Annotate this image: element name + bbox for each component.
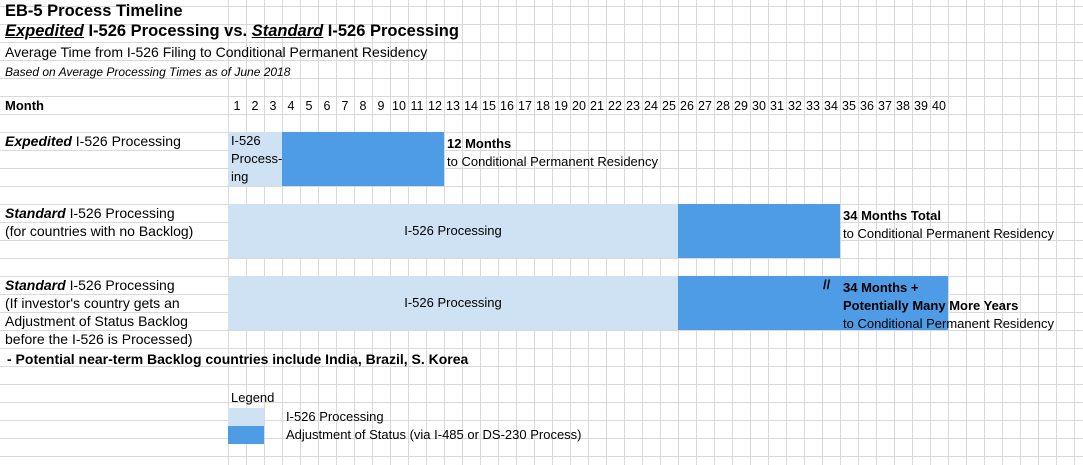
month-tick: 27 bbox=[698, 99, 712, 113]
bar-i526-processing: I-526 Processing bbox=[228, 276, 678, 330]
month-tick: 9 bbox=[377, 99, 385, 113]
backlog-note: - Potential near-term Backlog countries … bbox=[7, 351, 469, 367]
month-tick: 20 bbox=[572, 99, 586, 113]
subtitle-expedited: Expedited bbox=[5, 22, 84, 40]
month-tick: 2 bbox=[251, 99, 259, 113]
month-tick: 36 bbox=[860, 99, 874, 113]
month-tick: 31 bbox=[770, 99, 784, 113]
month-tick: 12 bbox=[428, 99, 442, 113]
bar-adjustment-of-status bbox=[678, 276, 948, 330]
legend-label: Adjustment of Status (via I-485 or DS-23… bbox=[286, 427, 582, 442]
month-tick: 29 bbox=[734, 99, 748, 113]
month-tick: 34 bbox=[824, 99, 838, 113]
month-tick: 8 bbox=[359, 99, 367, 113]
result-text: 34 Months + Potentially Many More Years to… bbox=[843, 279, 1054, 333]
month-tick: 5 bbox=[305, 99, 313, 113]
month-tick: 4 bbox=[287, 99, 295, 113]
row-label-emphasis: Expedited bbox=[5, 133, 72, 149]
month-tick: 15 bbox=[482, 99, 496, 113]
month-tick: 40 bbox=[932, 99, 946, 113]
chart-basis: Based on Average Processing Times as of … bbox=[5, 65, 291, 79]
result-text: 34 Months Total to Conditional Permanent … bbox=[843, 207, 1054, 243]
row-label: Standard I-526 Processing (If investor's … bbox=[5, 276, 193, 348]
row-label-rest: I-526 Processing bbox=[65, 205, 175, 221]
chart-description: Average Time from I-526 Filing to Condit… bbox=[5, 44, 428, 60]
month-tick: 32 bbox=[788, 99, 802, 113]
bar-label: I-526 Processing bbox=[404, 295, 502, 310]
month-tick: 26 bbox=[680, 99, 694, 113]
month-tick: 30 bbox=[752, 99, 766, 113]
month-tick: 19 bbox=[554, 99, 568, 113]
month-tick: 1 bbox=[233, 99, 241, 113]
legend-label: I-526 Processing bbox=[286, 409, 384, 424]
bar-i526-processing: I-526 Processing bbox=[228, 204, 678, 258]
subtitle-end: I-526 Processing bbox=[323, 22, 459, 40]
bar-adjustment-of-status bbox=[678, 204, 840, 258]
result-bold-line: 12 Months bbox=[447, 136, 512, 151]
bar-label-line: ing bbox=[231, 169, 249, 184]
month-tick: 22 bbox=[608, 99, 622, 113]
result-bold-line: 34 Months + bbox=[843, 280, 919, 295]
row-label-title: Standard I-526 Processing bbox=[5, 204, 193, 222]
label-column-gridlines bbox=[0, 0, 228, 465]
row-label: Expedited I-526 Processing bbox=[5, 132, 181, 150]
subtitle-standard: Standard bbox=[251, 22, 324, 40]
result-line: to Conditional Permanent Residency bbox=[843, 316, 1055, 331]
month-tick: 11 bbox=[410, 99, 424, 113]
bar-label: I-526 Processing bbox=[404, 223, 502, 238]
month-tick: 28 bbox=[716, 99, 730, 113]
result-line: to Conditional Permanent Residency bbox=[447, 154, 659, 169]
bar-label-line: Process- bbox=[231, 151, 283, 166]
row-label-line: (If investor's country gets an bbox=[5, 295, 180, 311]
row-label-title: Standard I-526 Processing bbox=[5, 276, 193, 294]
row-label: Standard I-526 Processing (for countries … bbox=[5, 204, 193, 240]
bar-i526-processing: I-526 Process-ing bbox=[228, 132, 282, 186]
row-label-rest: I-526 Processing bbox=[71, 133, 181, 149]
month-tick: 17 bbox=[518, 99, 532, 113]
bar-adjustment-of-status bbox=[282, 132, 444, 186]
month-tick: 37 bbox=[878, 99, 892, 113]
month-tick: 6 bbox=[323, 99, 331, 113]
month-tick: 14 bbox=[464, 99, 478, 113]
chart-title: EB-5 Process Timeline bbox=[5, 2, 183, 20]
month-tick: 13 bbox=[446, 99, 460, 113]
result-bold-line: 34 Months Total bbox=[843, 208, 941, 223]
month-axis-label: Month bbox=[5, 98, 44, 113]
result-line: to Conditional Permanent Residency bbox=[843, 226, 1055, 241]
month-tick: 39 bbox=[914, 99, 928, 113]
month-tick: 18 bbox=[536, 99, 550, 113]
month-tick: 33 bbox=[806, 99, 820, 113]
result-bold-line: Potentially Many More Years bbox=[843, 298, 1019, 313]
month-tick: 24 bbox=[644, 99, 658, 113]
legend-swatch bbox=[228, 426, 264, 444]
row-label-line: before the I-526 is Processed) bbox=[5, 331, 193, 347]
legend-title: Legend bbox=[231, 390, 275, 405]
month-tick: 38 bbox=[896, 99, 910, 113]
row-label-line: (for countries with no Backlog) bbox=[5, 223, 194, 239]
month-tick: 23 bbox=[626, 99, 640, 113]
chart-subtitle: Expedited I-526 Processing vs. Standard … bbox=[5, 22, 459, 40]
month-tick: 3 bbox=[269, 99, 277, 113]
legend-swatch bbox=[228, 408, 264, 426]
row-label-emphasis: Standard bbox=[5, 277, 66, 293]
result-text: 12 Months to Conditional Permanent Reside… bbox=[447, 135, 658, 171]
bar-label: I-526 Process-ing bbox=[231, 132, 283, 186]
row-label-title: Expedited I-526 Processing bbox=[5, 132, 181, 150]
month-tick: 21 bbox=[590, 99, 604, 113]
row-label-rest: I-526 Processing bbox=[65, 277, 175, 293]
month-tick: 16 bbox=[500, 99, 514, 113]
break-marker: // bbox=[823, 277, 831, 292]
month-tick: 7 bbox=[341, 99, 349, 113]
month-tick: 25 bbox=[662, 99, 676, 113]
bar-label-line: I-526 bbox=[231, 133, 261, 148]
row-label-line: Adjustment of Status Backlog bbox=[5, 313, 188, 329]
subtitle-mid: I-526 Processing vs. bbox=[83, 22, 252, 40]
month-tick: 10 bbox=[392, 99, 406, 113]
row-label-emphasis: Standard bbox=[5, 205, 66, 221]
month-tick: 35 bbox=[842, 99, 856, 113]
